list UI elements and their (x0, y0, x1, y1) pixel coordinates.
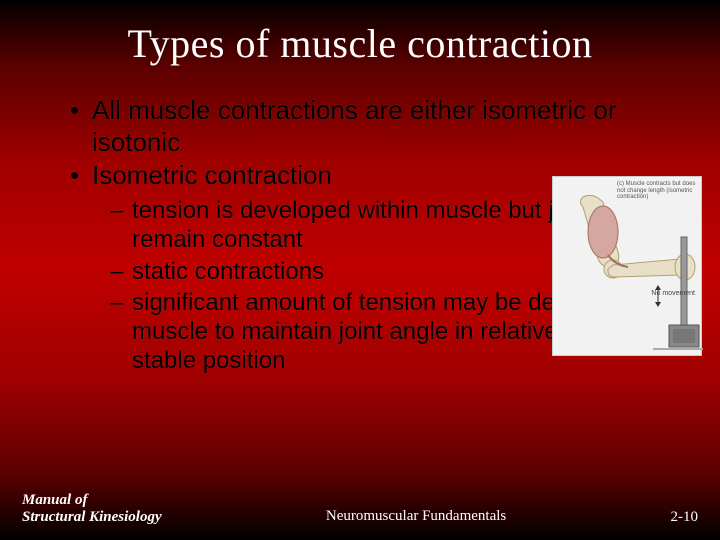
slide-footer: Manual of Structural Kinesiology Neuromu… (0, 492, 720, 527)
footer-left-line2: Structural Kinesiology (22, 509, 162, 525)
arm-svg (553, 177, 703, 357)
figure-caption-side: No movement (651, 290, 695, 297)
footer-right-page: 2-10 (671, 509, 699, 526)
footer-left-line1: Manual of (22, 492, 87, 508)
bullet-1: All muscle contractions are either isome… (70, 95, 680, 158)
slide: Types of muscle contraction All muscle c… (0, 0, 720, 540)
footer-left: Manual of Structural Kinesiology (22, 492, 162, 527)
figure-caption-top: (c) Muscle contracts but does not change… (617, 181, 697, 201)
slide-title: Types of muscle contraction (40, 20, 680, 67)
arm-diagram: (c) Muscle contracts but does not change… (552, 176, 702, 356)
footer-center: Neuromuscular Fundamentals (162, 508, 671, 526)
